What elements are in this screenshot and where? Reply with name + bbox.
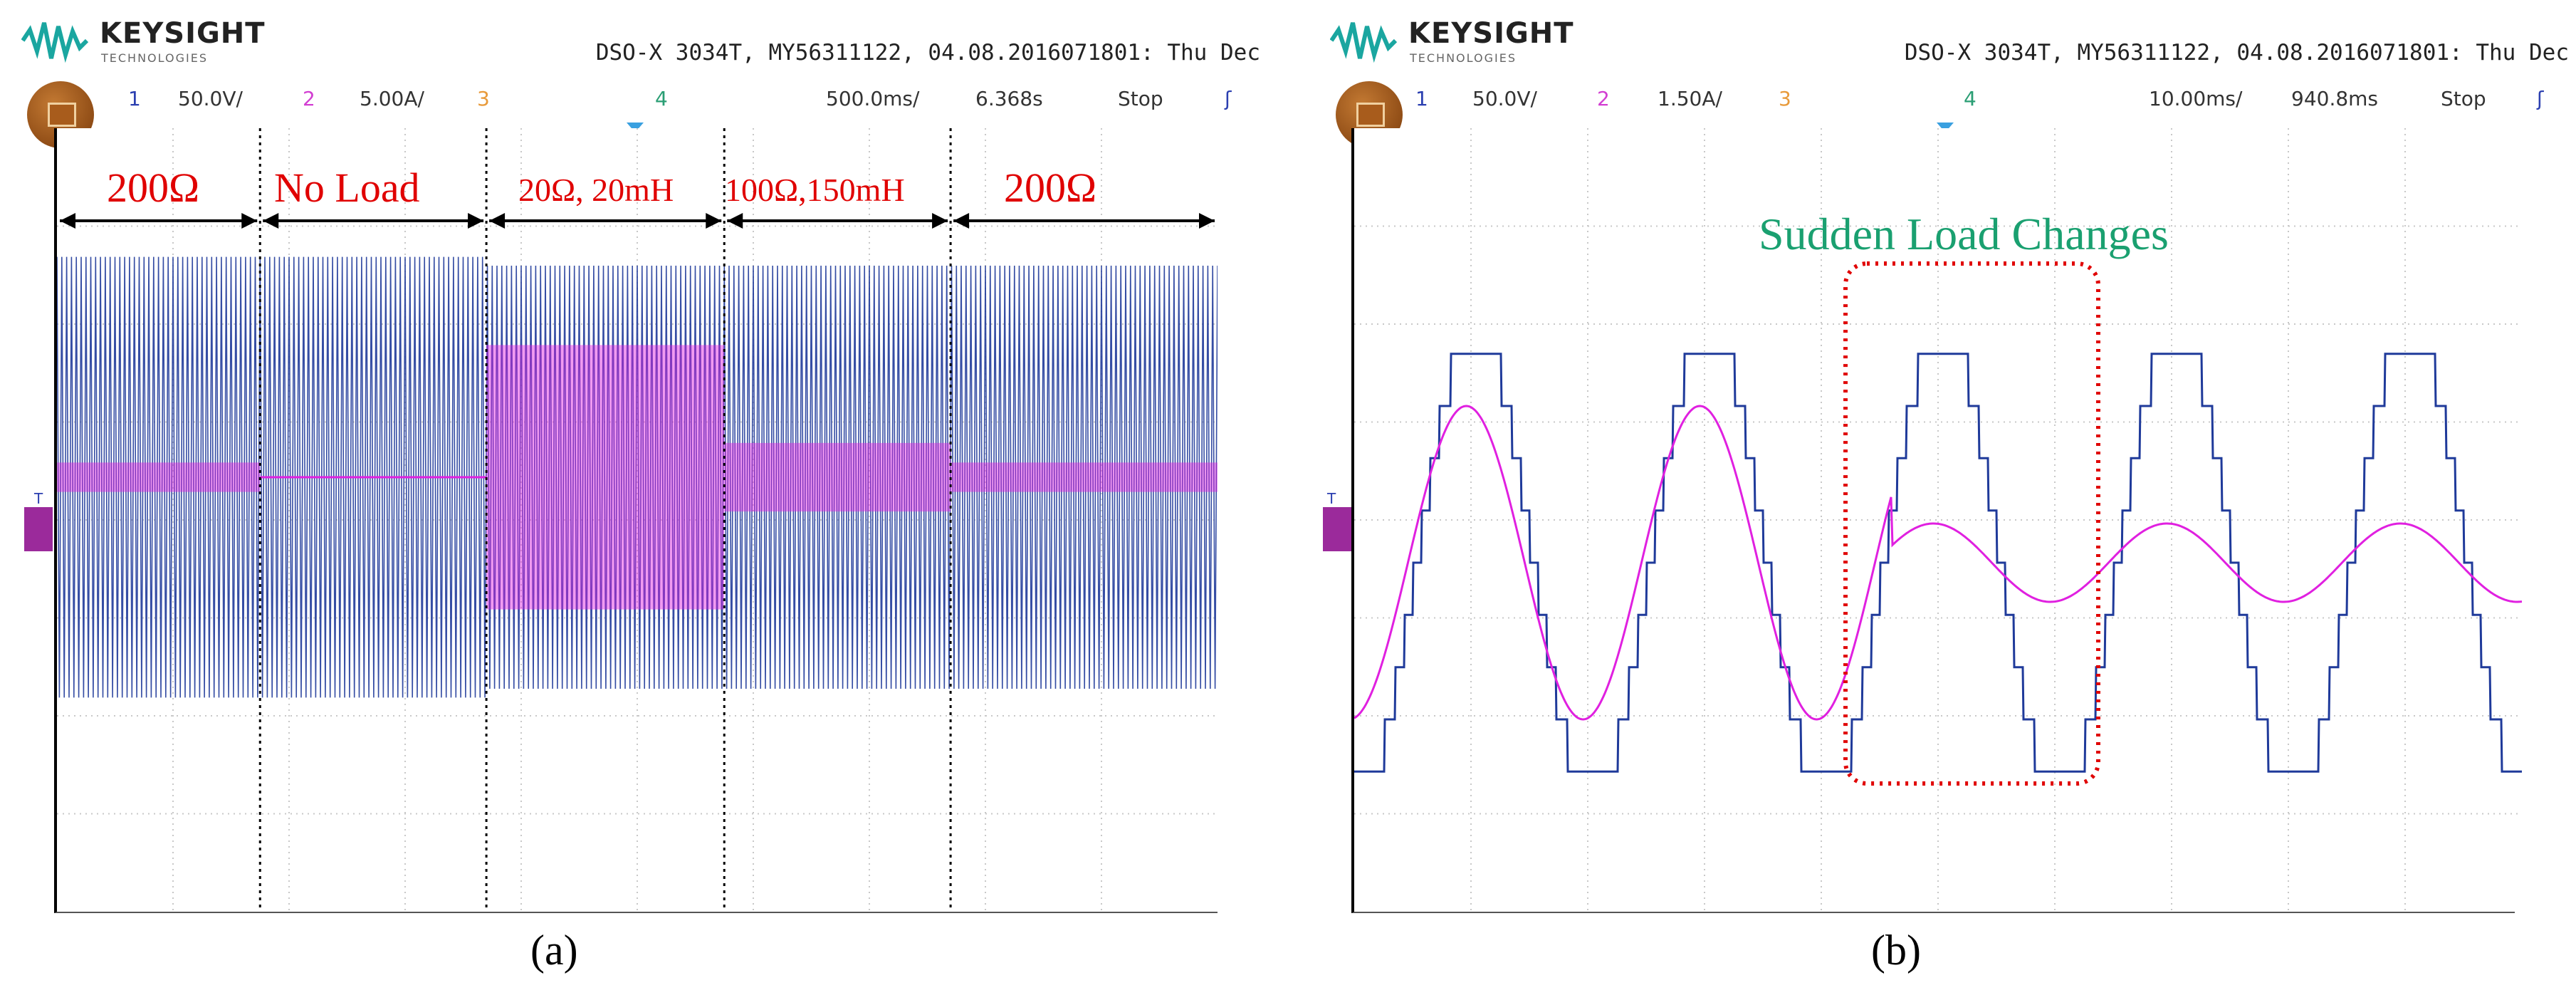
trigger-mode-icon[interactable]: ʃ [1225,87,1232,110]
current-envelope-segment [724,442,951,512]
figure-caption-b: (b) [1871,927,1921,974]
keysight-logo-icon [1330,22,1398,63]
segment-arrow-head [468,213,484,229]
brand-subtitle: TECHNOLOGIES [101,51,208,65]
voltage-trace [57,256,1218,698]
waveform-plot-a [57,128,1218,912]
graticule [1354,128,2522,912]
delay-value: 6.368s [975,87,1043,110]
waveform-display-b [1351,128,2522,913]
channel-1-label[interactable]: 1 [1415,87,1428,110]
segment-arrow-head [60,213,75,229]
segment-arrow-head [727,213,743,229]
segment-arrow-head [953,213,970,229]
scope-toolbar: 1 50.0V/ 2 1.50A/ 3 4 10.00ms/ 940.8ms S… [1309,80,2576,148]
scope-header-info: DSO-X 3034T, MY56311122, 04.08.201607180… [595,40,1260,66]
channel-ground-marker [24,507,53,551]
scope-toolbar: 1 50.0V/ 2 5.00A/ 3 4 500.0ms/ 6.368s St… [0,80,1267,148]
scope-panel-b: KEYSIGHT TECHNOLOGIES DSO-X 3034T, MY563… [1309,0,2576,1005]
channel-1-label[interactable]: 1 [128,87,141,110]
waveform-display-a [54,128,1218,913]
channel-2-scale: 1.50A/ [1658,87,1722,110]
segment-arrow-head [489,213,506,229]
scope-panel-a: KEYSIGHT TECHNOLOGIES DSO-X 3034T, MY563… [0,0,1267,1005]
segment-label-2: No Load [274,165,420,211]
delay-value: 940.8ms [2291,87,2379,110]
channel-2-label[interactable]: 2 [1597,87,1610,110]
timebase-value: 500.0ms/ [826,87,920,110]
voltage-trace [1354,353,2522,773]
segment-arrow-head [241,213,258,229]
segment-label-4: 100Ω,150mH [725,172,905,208]
channel-2-scale: 5.00A/ [360,87,424,110]
channel-1-scale: 50.0V/ [1472,87,1537,110]
load-change-box [1843,261,2100,786]
brand-name: KEYSIGHT [1408,17,1574,50]
run-status[interactable]: Stop [2441,87,2486,110]
segment-arrow-head [932,213,948,229]
channel-ground-marker [1323,507,1351,551]
channel-2-label[interactable]: 2 [303,87,315,110]
current-envelope-segment [486,345,725,610]
segment-label-5: 200Ω [1004,165,1097,211]
brand-subtitle: TECHNOLOGIES [1410,51,1517,65]
segment-arrow-head [706,213,722,229]
current-envelope-segment [951,462,1218,492]
waveform-plot-b [1354,128,2522,912]
channel-4-label[interactable]: 4 [655,87,668,110]
current-trace [1354,405,2522,721]
brand-name: KEYSIGHT [100,17,266,50]
channel-4-label[interactable]: 4 [1964,87,1976,110]
segment-arrow-head [263,213,279,229]
trigger-mode-icon[interactable]: ʃ [2537,87,2544,110]
current-envelope-segment [57,462,261,492]
channel-3-label[interactable]: 3 [477,87,490,110]
figure-caption-a: (a) [530,927,578,974]
sudden-load-annotation: Sudden Load Changes [1759,209,2169,259]
trigger-level-marker: T [34,490,43,507]
run-status[interactable]: Stop [1118,87,1163,110]
scope-header-info: DSO-X 3034T, MY56311122, 04.08.201607180… [1904,40,2569,66]
segment-arrow-head [1199,213,1215,229]
trigger-level-marker: T [1327,490,1336,507]
timebase-value: 10.00ms/ [2149,87,2243,110]
segment-label-3: 20Ω, 20mH [518,172,674,208]
channel-1-scale: 50.0V/ [178,87,243,110]
channel-3-label[interactable]: 3 [1779,87,1791,110]
segment-label-1: 200Ω [107,165,200,211]
keysight-logo-icon [21,22,89,63]
